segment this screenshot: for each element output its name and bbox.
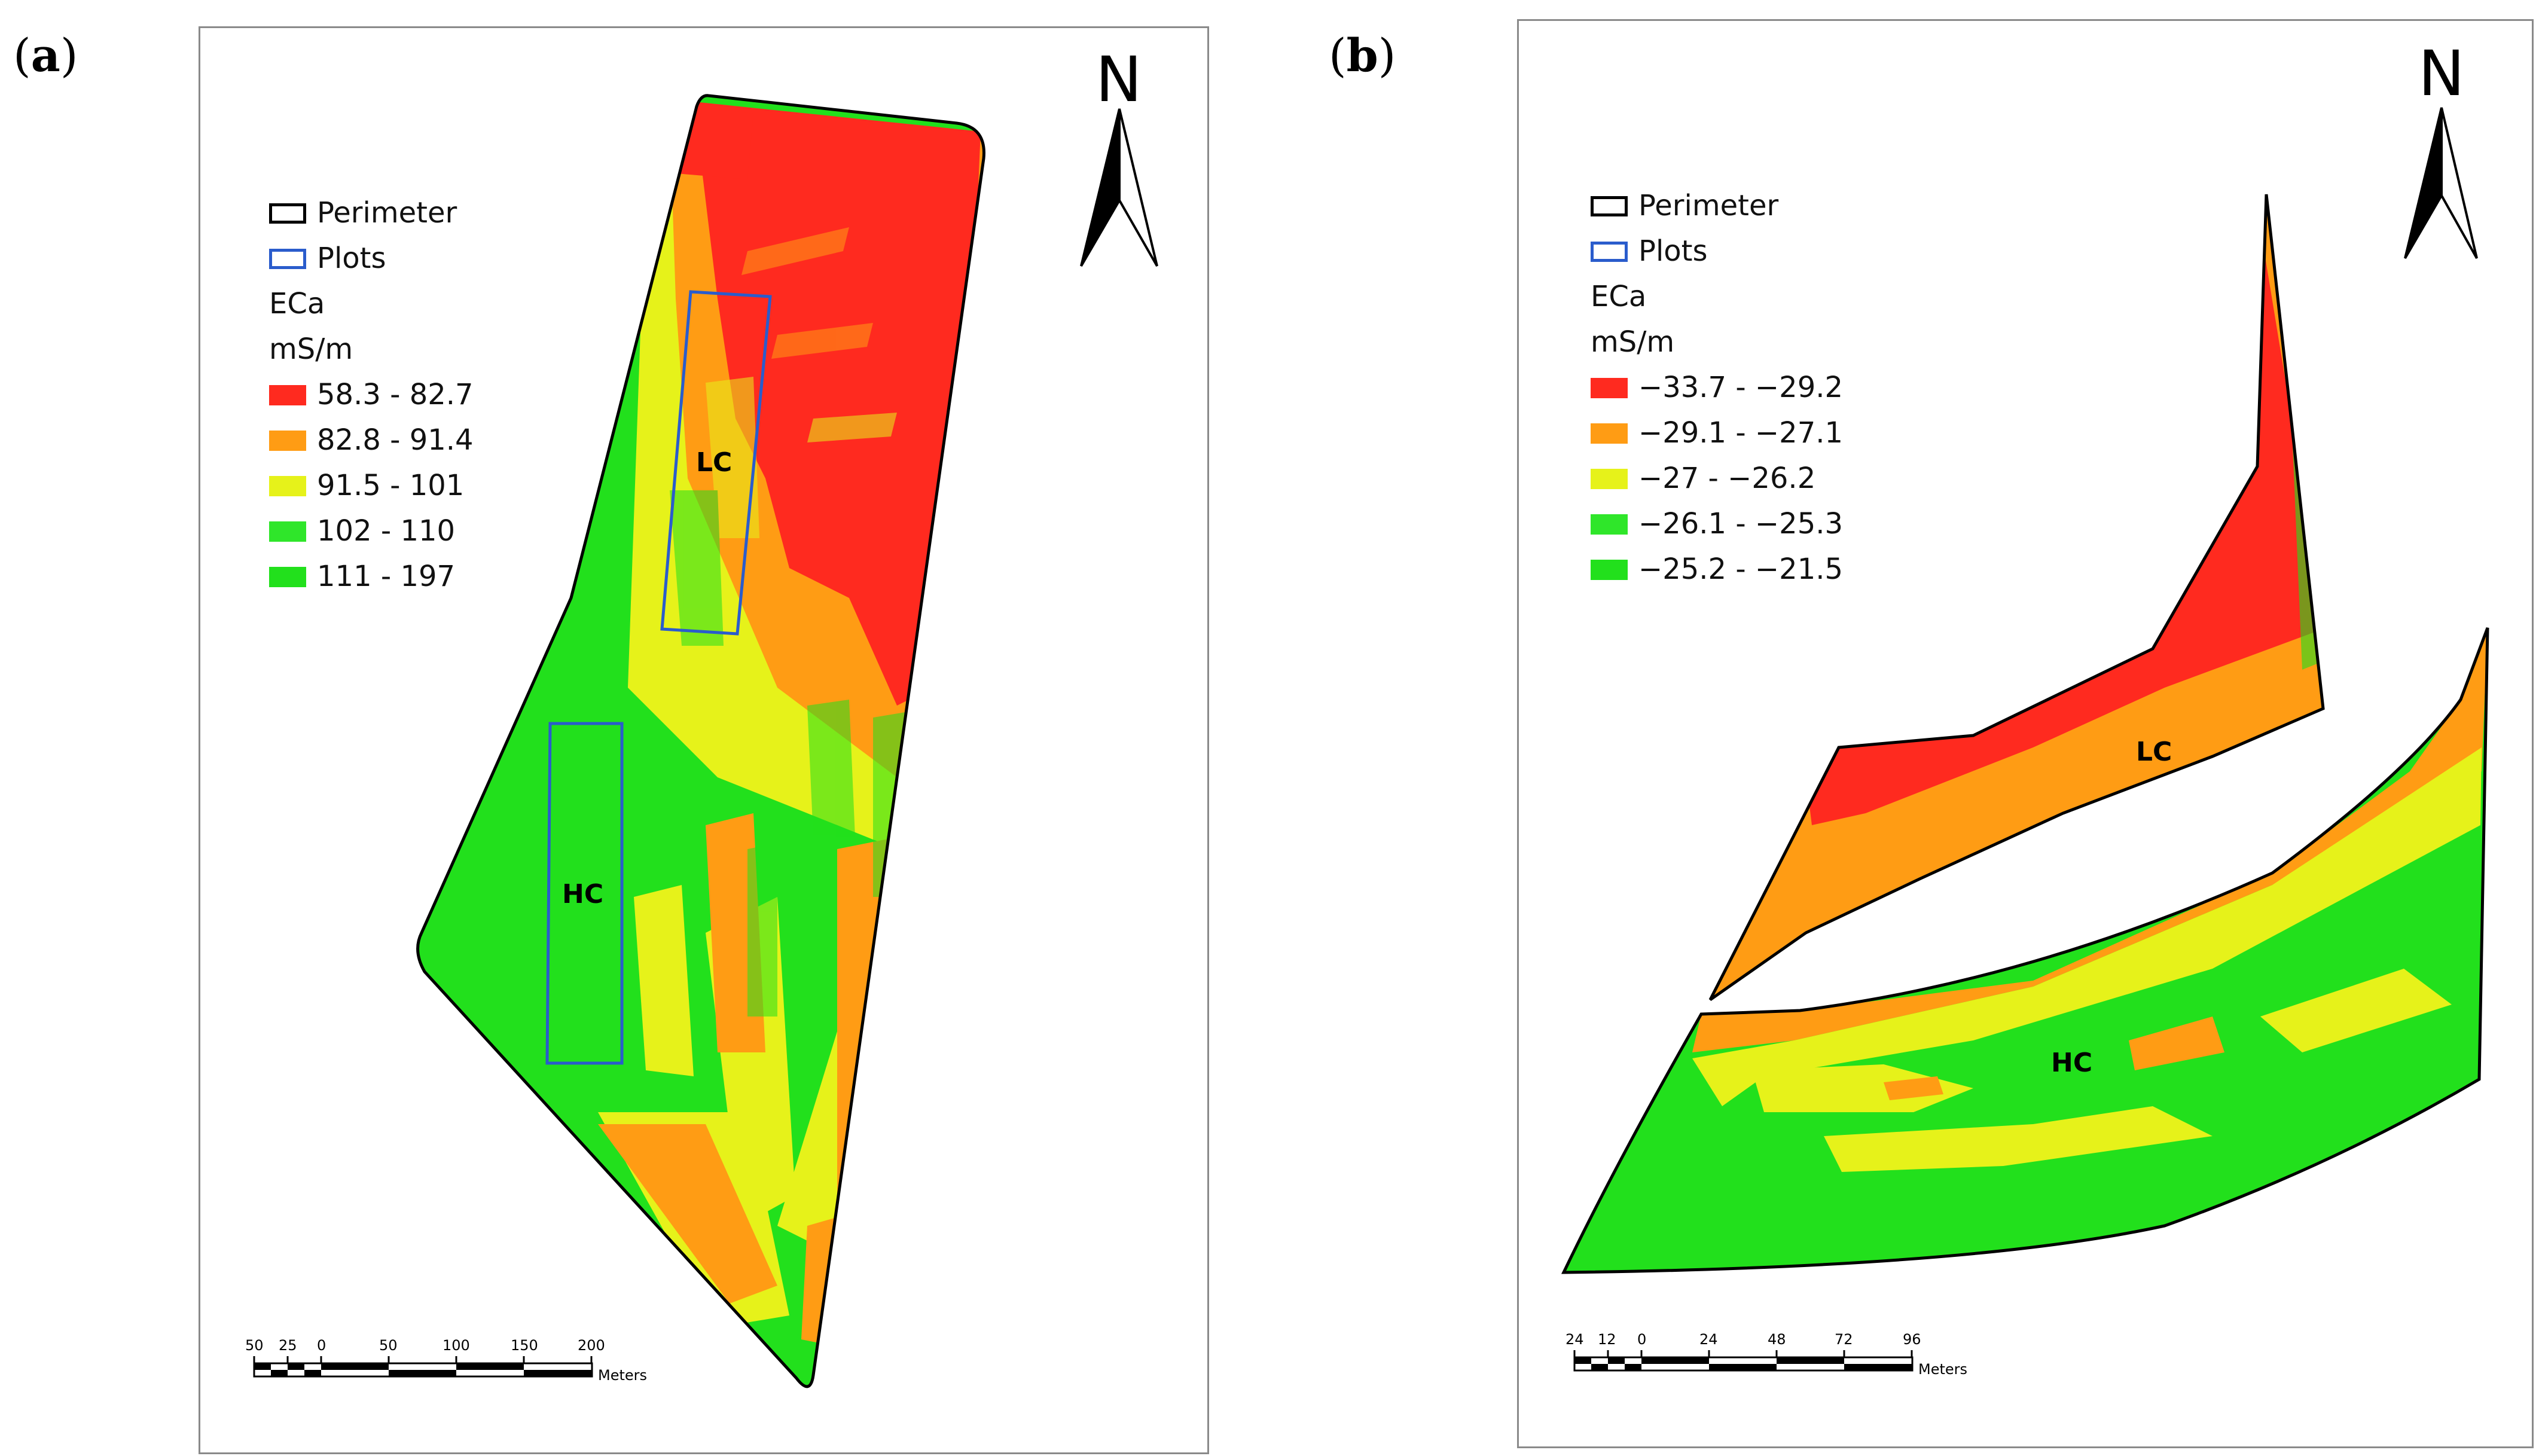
plot-hc-a xyxy=(545,722,624,1065)
north-label-a: N xyxy=(1095,43,1142,116)
perimeter-a xyxy=(416,94,985,1388)
class-swatch-icon xyxy=(269,385,306,405)
north-arrow-icon xyxy=(1080,108,1158,267)
perimeter-swatch-icon xyxy=(1591,196,1628,216)
north-arrow-icon xyxy=(2404,107,2478,260)
panel-a-label: (a) xyxy=(13,29,78,82)
zone-label-lc-a: LC xyxy=(696,447,733,478)
perimeter-b-north xyxy=(1708,194,2325,1002)
legend-units: mS/m xyxy=(1591,325,1675,359)
north-label-b: N xyxy=(2418,37,2465,110)
plots-swatch-icon xyxy=(269,249,306,269)
legend-units: mS/m xyxy=(269,332,353,366)
legend-a: Perimeter Plots ECa mS/m 58.3 - 82.7 82.… xyxy=(269,196,474,593)
class-swatch-icon xyxy=(269,567,306,587)
class-swatch-icon xyxy=(269,476,306,496)
panel-a-letter: a xyxy=(30,29,60,82)
zone-label-hc-b: HC xyxy=(2051,1048,2093,1078)
zone-label-hc-a: HC xyxy=(562,879,604,909)
legend-title: ECa xyxy=(1591,280,1647,313)
plot-lc-a xyxy=(660,290,772,636)
class-swatch-icon xyxy=(269,521,306,542)
perimeter-swatch-icon xyxy=(269,203,306,224)
class-swatch-icon xyxy=(269,431,306,451)
perimeter-b-south xyxy=(1561,627,2489,1274)
class-swatch-icon xyxy=(1591,560,1628,580)
plots-swatch-icon xyxy=(1591,242,1628,262)
class-swatch-icon xyxy=(1591,423,1628,444)
scale-bar-b xyxy=(1573,1350,1914,1372)
legend-title: ECa xyxy=(269,287,325,320)
scale-bar-a xyxy=(253,1356,593,1378)
class-swatch-icon xyxy=(1591,469,1628,489)
panel-b-letter: b xyxy=(1346,29,1378,82)
legend-b: Perimeter Plots ECa mS/m −33.7 - −29.2 −… xyxy=(1591,189,1844,586)
class-swatch-icon xyxy=(1591,378,1628,398)
class-swatch-icon xyxy=(1591,514,1628,535)
zone-label-lc-b: LC xyxy=(2136,737,2172,767)
panel-b-frame xyxy=(1517,19,2534,1448)
panel-b-label: (b) xyxy=(1329,29,1396,82)
